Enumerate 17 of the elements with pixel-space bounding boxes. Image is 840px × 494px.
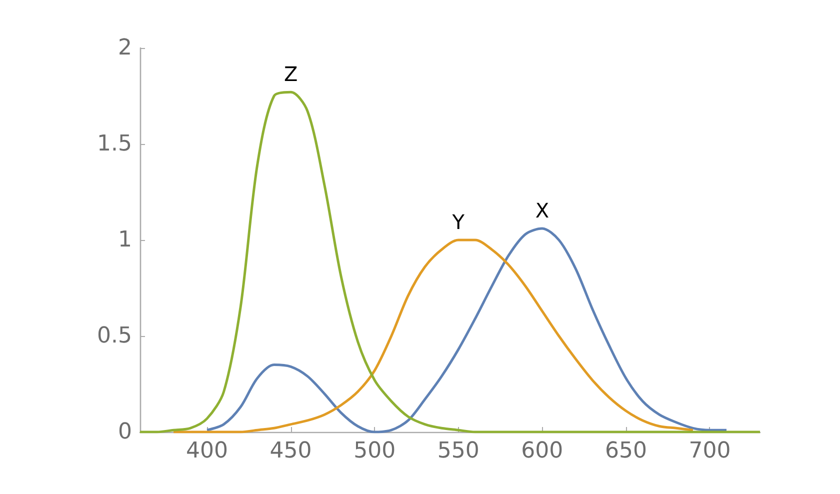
x-tick-label: 550 [437,438,480,464]
x-tick-label: 500 [354,438,396,464]
x-tick-label: 450 [270,438,312,464]
line-series [172,238,694,434]
y-tick-label: 2 [118,36,132,60]
y-tick-label: 1 [118,228,132,252]
line-series [206,227,728,434]
x-tick-label: 700 [688,438,731,464]
x-tick-label: 650 [604,438,647,464]
y-tick-label: 0 [118,420,132,444]
x-tick-label: 400 [186,438,228,464]
y-tick-label: 0.5 [97,324,132,348]
y-tick-label: 1.5 [97,132,132,156]
series-label: Y [451,210,466,234]
series-label: X [535,198,550,222]
series-label: Z [284,62,298,86]
x-tick-label: 600 [521,438,564,464]
